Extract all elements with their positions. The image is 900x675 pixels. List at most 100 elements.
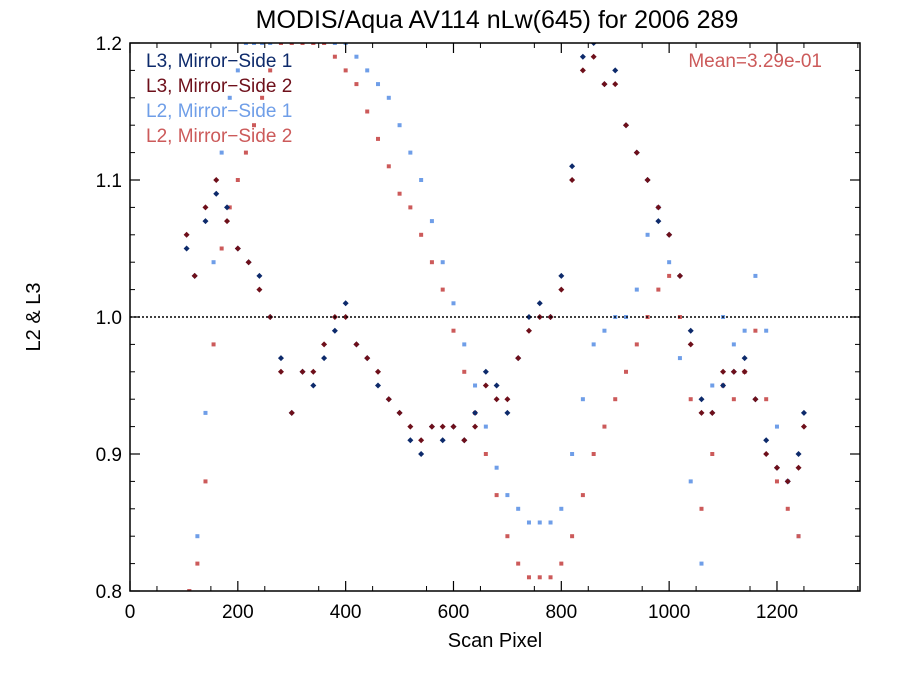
data-point xyxy=(800,423,807,430)
data-point xyxy=(202,204,209,211)
data-point xyxy=(579,67,586,74)
data-point xyxy=(418,451,425,457)
data-point xyxy=(504,396,511,403)
data-point xyxy=(591,342,596,347)
data-point xyxy=(364,355,371,362)
data-point xyxy=(195,534,200,539)
data-point xyxy=(311,43,316,45)
data-point xyxy=(321,341,328,348)
data-point xyxy=(428,423,435,430)
data-point xyxy=(183,245,190,252)
data-point xyxy=(418,437,425,444)
data-point xyxy=(472,409,479,416)
data-point xyxy=(472,423,479,430)
data-point xyxy=(741,368,748,375)
data-point xyxy=(268,43,273,45)
data-point xyxy=(667,273,672,278)
data-point xyxy=(451,301,456,306)
data-point xyxy=(408,205,413,210)
data-point xyxy=(699,561,704,566)
data-point xyxy=(211,260,216,265)
data-point xyxy=(396,409,403,416)
data-point xyxy=(256,286,263,293)
x-tick-label: 800 xyxy=(545,602,577,623)
data-point xyxy=(720,368,727,375)
data-point xyxy=(579,53,586,60)
data-point xyxy=(525,314,532,320)
data-point xyxy=(461,437,468,444)
data-point xyxy=(354,82,359,87)
data-point xyxy=(252,43,257,45)
chart-title: MODIS/Aqua AV114 nLw(645) for 2006 289 xyxy=(256,6,739,34)
data-point xyxy=(558,272,565,279)
data-point xyxy=(623,122,630,129)
data-point xyxy=(580,397,585,402)
data-point xyxy=(731,397,736,402)
data-point xyxy=(429,219,434,224)
data-point xyxy=(439,437,446,444)
data-point xyxy=(310,382,317,389)
data-point xyxy=(277,368,284,375)
data-point xyxy=(666,231,673,238)
data-point xyxy=(407,437,414,444)
data-point xyxy=(764,328,769,333)
data-point xyxy=(645,232,650,237)
data-point xyxy=(493,396,500,403)
data-point xyxy=(800,409,807,416)
data-point xyxy=(774,479,779,484)
data-point xyxy=(213,190,220,197)
data-point xyxy=(203,479,208,484)
data-point xyxy=(698,409,705,416)
data-point xyxy=(784,478,791,485)
series-1 xyxy=(183,53,807,485)
data-point xyxy=(252,123,257,128)
data-point xyxy=(764,397,769,402)
data-point xyxy=(688,479,693,484)
data-point xyxy=(219,246,224,251)
data-point xyxy=(516,506,521,511)
data-point xyxy=(591,452,596,456)
y-tick-label: 0.9 xyxy=(96,445,122,466)
data-point xyxy=(656,287,661,292)
legend: L3, Mirror−Side 1 L3, Mirror−Side 2 L2, Mi… xyxy=(146,51,292,147)
data-point xyxy=(795,451,802,457)
data-point xyxy=(419,178,424,182)
data-point xyxy=(559,561,564,566)
data-point xyxy=(483,424,488,429)
data-point xyxy=(644,177,651,183)
data-point xyxy=(698,396,705,403)
data-point xyxy=(504,409,511,416)
data-point xyxy=(548,520,553,525)
data-point xyxy=(354,54,359,59)
data-point xyxy=(569,177,576,183)
data-point xyxy=(763,451,770,457)
x-tick-label: 200 xyxy=(222,602,254,623)
data-point xyxy=(633,149,640,156)
data-point xyxy=(195,561,200,566)
data-point xyxy=(570,452,575,456)
data-point xyxy=(376,82,381,87)
data-point xyxy=(440,260,445,265)
legend-entry: L2, Mirror−Side 2 xyxy=(146,126,292,147)
data-point xyxy=(332,54,337,59)
x-tick-label: 1200 xyxy=(756,602,798,623)
data-point xyxy=(494,493,499,498)
data-point xyxy=(277,355,284,362)
data-point xyxy=(655,218,662,225)
data-point xyxy=(667,260,672,265)
x-tick-label: 600 xyxy=(438,602,470,623)
data-point xyxy=(687,341,694,348)
data-point xyxy=(526,520,531,525)
data-point xyxy=(256,272,263,279)
data-point xyxy=(601,81,608,88)
data-point xyxy=(699,506,704,511)
data-point xyxy=(773,464,780,471)
data-point xyxy=(450,423,457,430)
y-tick-label: 0.8 xyxy=(96,582,122,603)
data-point xyxy=(720,382,727,389)
data-point xyxy=(321,355,328,362)
data-point xyxy=(462,342,467,347)
data-point xyxy=(741,355,748,362)
data-point xyxy=(211,342,216,347)
